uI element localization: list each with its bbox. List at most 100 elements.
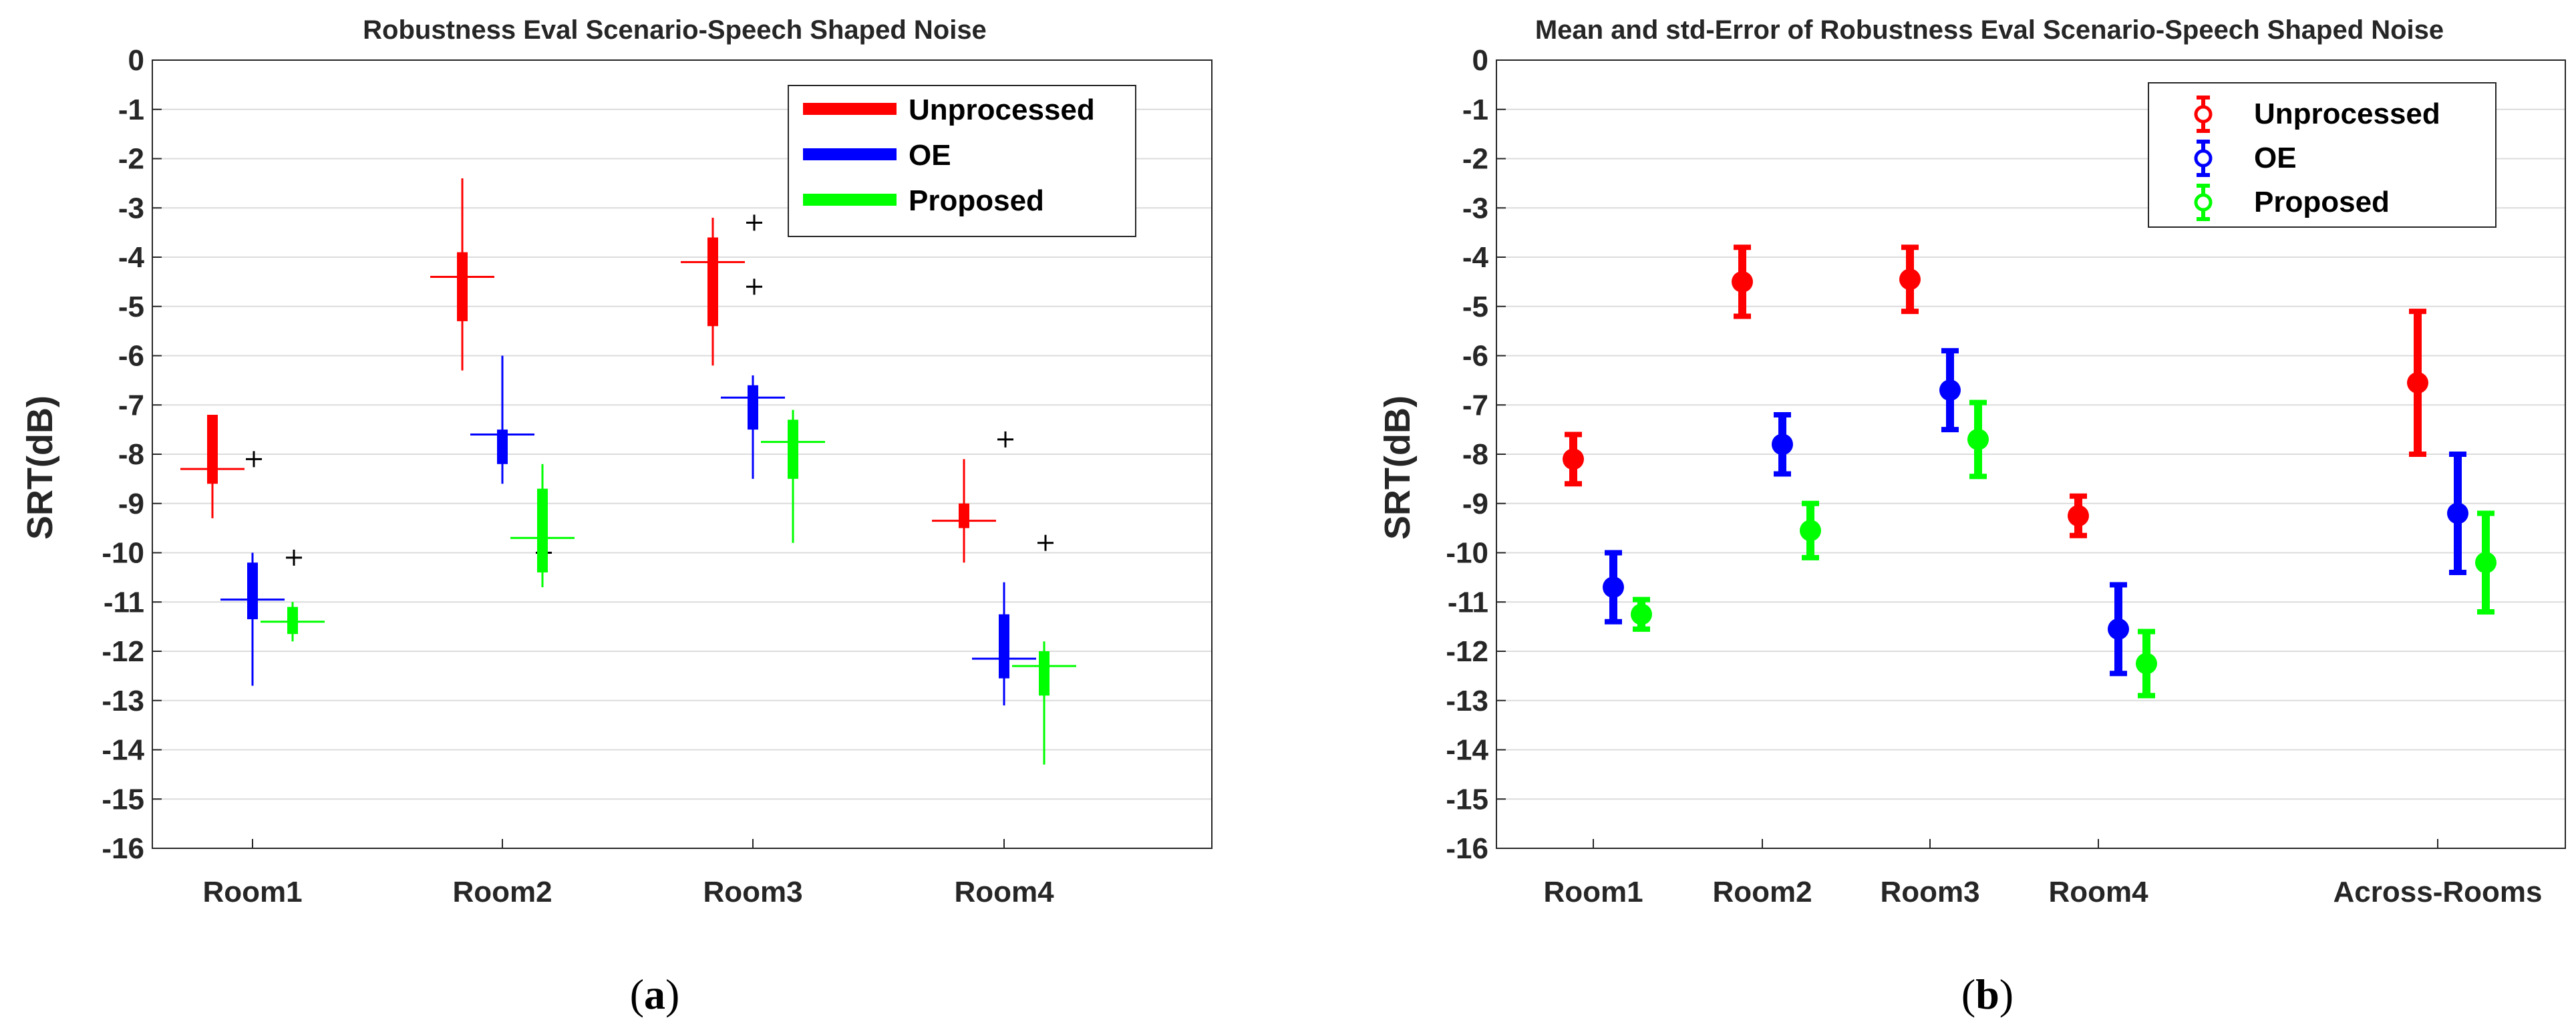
y-axis-label-b: SRT(dB) bbox=[1378, 395, 1418, 540]
box-oe-room2 bbox=[470, 355, 552, 561]
y-tick-label-b: -4 bbox=[1462, 241, 1489, 274]
errorbar-unprocessed-room3 bbox=[1899, 244, 1921, 315]
errorbar-oe-room3 bbox=[1939, 348, 1961, 433]
x-tick-label-across-rooms-b: Across-Rooms bbox=[2333, 876, 2543, 908]
y-tick-label-a: -5 bbox=[118, 291, 144, 323]
y-tick-label-b: -8 bbox=[1462, 438, 1488, 471]
y-tick-label-b: -15 bbox=[1446, 783, 1488, 816]
y-tick-label-b: -10 bbox=[1446, 537, 1488, 570]
x-tick-label-room2-b: Room2 bbox=[1712, 876, 1812, 908]
x-ticks-b: Room1 Room2 Room3 Room4 Across-Rooms bbox=[1543, 839, 2542, 908]
panel-caption-b: (b) bbox=[1961, 971, 2014, 1018]
y-ticks-a: 0 -1 -2 -3 -4 -5 -6 -7 -8 -9 -10 -11 -12 -13 -14 -15 -16 bbox=[102, 44, 162, 865]
y-tick-label-a: -16 bbox=[102, 832, 144, 865]
mean-point bbox=[2068, 505, 2089, 527]
x-tick-label-room3-b: Room3 bbox=[1880, 876, 1979, 908]
y-tick-label-b: -5 bbox=[1462, 291, 1488, 323]
y-tick-label-a: -10 bbox=[102, 537, 144, 570]
box-unprocessed-room3 bbox=[681, 214, 762, 366]
errorbar-proposed-across-rooms bbox=[2475, 510, 2497, 615]
box-body bbox=[287, 607, 298, 635]
errorbar-proposed-room1 bbox=[1631, 596, 1652, 632]
legend-a: Unprocessed OE Proposed bbox=[788, 85, 1136, 237]
mean-point bbox=[2136, 653, 2157, 675]
y-tick-label-a: -11 bbox=[104, 586, 144, 619]
outlier-marker bbox=[286, 549, 302, 566]
y-tick-label-a: -4 bbox=[118, 241, 145, 274]
y-tick-label-b: -7 bbox=[1462, 389, 1488, 421]
y-tick-label-a: -2 bbox=[118, 143, 144, 176]
box-body bbox=[999, 614, 1009, 679]
box-body bbox=[788, 419, 798, 479]
legend-marker-proposed-b bbox=[2194, 184, 2213, 221]
errorbar-unprocessed-across-rooms bbox=[2407, 309, 2428, 457]
x-ticks-a: Room1 Room2 Room3 Room4 bbox=[202, 839, 1054, 908]
y-tick-label-a: -3 bbox=[118, 192, 144, 224]
plot-marks-a bbox=[180, 178, 1076, 765]
legend-label-oe-b: OE bbox=[2254, 142, 2297, 174]
box-body bbox=[247, 562, 258, 620]
legend-marker-unprocessed-b bbox=[2194, 96, 2213, 133]
mean-point bbox=[1603, 576, 1624, 598]
box-unprocessed-room2 bbox=[430, 178, 494, 371]
y-tick-label-a: -12 bbox=[102, 635, 144, 668]
legend-swatch-proposed-a bbox=[803, 194, 897, 206]
y-tick-label-a: -8 bbox=[118, 438, 144, 471]
plot-marks-b bbox=[1563, 244, 2497, 699]
y-tick-label-b: -2 bbox=[1462, 143, 1488, 176]
box-oe-room4 bbox=[972, 534, 1054, 706]
x-tick-label-room4-a: Room4 bbox=[954, 876, 1054, 908]
legend-marker-oe-b bbox=[2194, 140, 2213, 177]
mean-point bbox=[1939, 379, 1961, 401]
mean-point bbox=[1899, 269, 1921, 291]
x-tick-label-room4-b: Room4 bbox=[2048, 876, 2148, 908]
x-tick-label-room1-a: Room1 bbox=[202, 876, 302, 908]
outlier-marker bbox=[997, 431, 1013, 448]
box-proposed-room1 bbox=[261, 602, 325, 642]
mean-point bbox=[2407, 372, 2428, 394]
box-body bbox=[1039, 651, 1050, 696]
legend-label-proposed-b: Proposed bbox=[2254, 186, 2390, 218]
errorbar-proposed-room3 bbox=[1967, 399, 1989, 480]
box-body bbox=[537, 488, 548, 572]
box-proposed-room3 bbox=[761, 409, 825, 543]
y-tick-label-a: -9 bbox=[118, 488, 144, 520]
outlier-marker bbox=[746, 214, 762, 231]
y-tick-label-b: -16 bbox=[1446, 832, 1488, 865]
panel-label-a: a bbox=[644, 971, 665, 1018]
y-tick-label-b: -12 bbox=[1446, 635, 1488, 668]
box-proposed-room4 bbox=[1012, 641, 1076, 765]
errorbar-oe-room1 bbox=[1603, 550, 1624, 625]
legend-label-unprocessed-a: Unprocessed bbox=[909, 94, 1095, 126]
x-tick-label-room2-a: Room2 bbox=[452, 876, 552, 908]
box-unprocessed-room1 bbox=[180, 415, 262, 518]
errorbar-oe-room2 bbox=[1772, 412, 1793, 477]
mean-point bbox=[1631, 603, 1652, 625]
box-proposed-room2 bbox=[510, 464, 575, 588]
legend-swatch-unprocessed-a bbox=[803, 103, 897, 115]
legend-b: Unprocessed OE Proposed bbox=[2148, 82, 2497, 228]
y-tick-label-a: -1 bbox=[118, 94, 144, 126]
errorbar-unprocessed-room2 bbox=[1732, 244, 1753, 319]
box-body bbox=[207, 415, 218, 484]
box-oe-room3 bbox=[721, 375, 785, 479]
mean-point bbox=[1967, 428, 1989, 450]
errorbar-proposed-room2 bbox=[1800, 500, 1821, 560]
y-tick-label-b: 0 bbox=[1472, 44, 1488, 77]
mean-point bbox=[2447, 502, 2468, 524]
errorbar-unprocessed-room4 bbox=[2068, 493, 2089, 538]
mean-point bbox=[2108, 618, 2129, 640]
legend-label-unprocessed-b: Unprocessed bbox=[2254, 98, 2440, 130]
x-tick-label-room3-a: Room3 bbox=[703, 876, 802, 908]
box-body bbox=[707, 237, 718, 327]
mean-point bbox=[1563, 448, 1584, 470]
y-tick-label-a: -15 bbox=[102, 783, 144, 816]
x-tick-label-room1-b: Room1 bbox=[1543, 876, 1643, 908]
y-tick-label-b: -11 bbox=[1448, 586, 1488, 619]
mean-point bbox=[1800, 520, 1821, 542]
y-tick-label-b: -9 bbox=[1462, 488, 1488, 520]
box-body bbox=[748, 385, 758, 430]
outlier-marker bbox=[746, 279, 762, 295]
y-tick-label-b: -14 bbox=[1446, 734, 1488, 767]
outlier-marker bbox=[246, 451, 262, 468]
